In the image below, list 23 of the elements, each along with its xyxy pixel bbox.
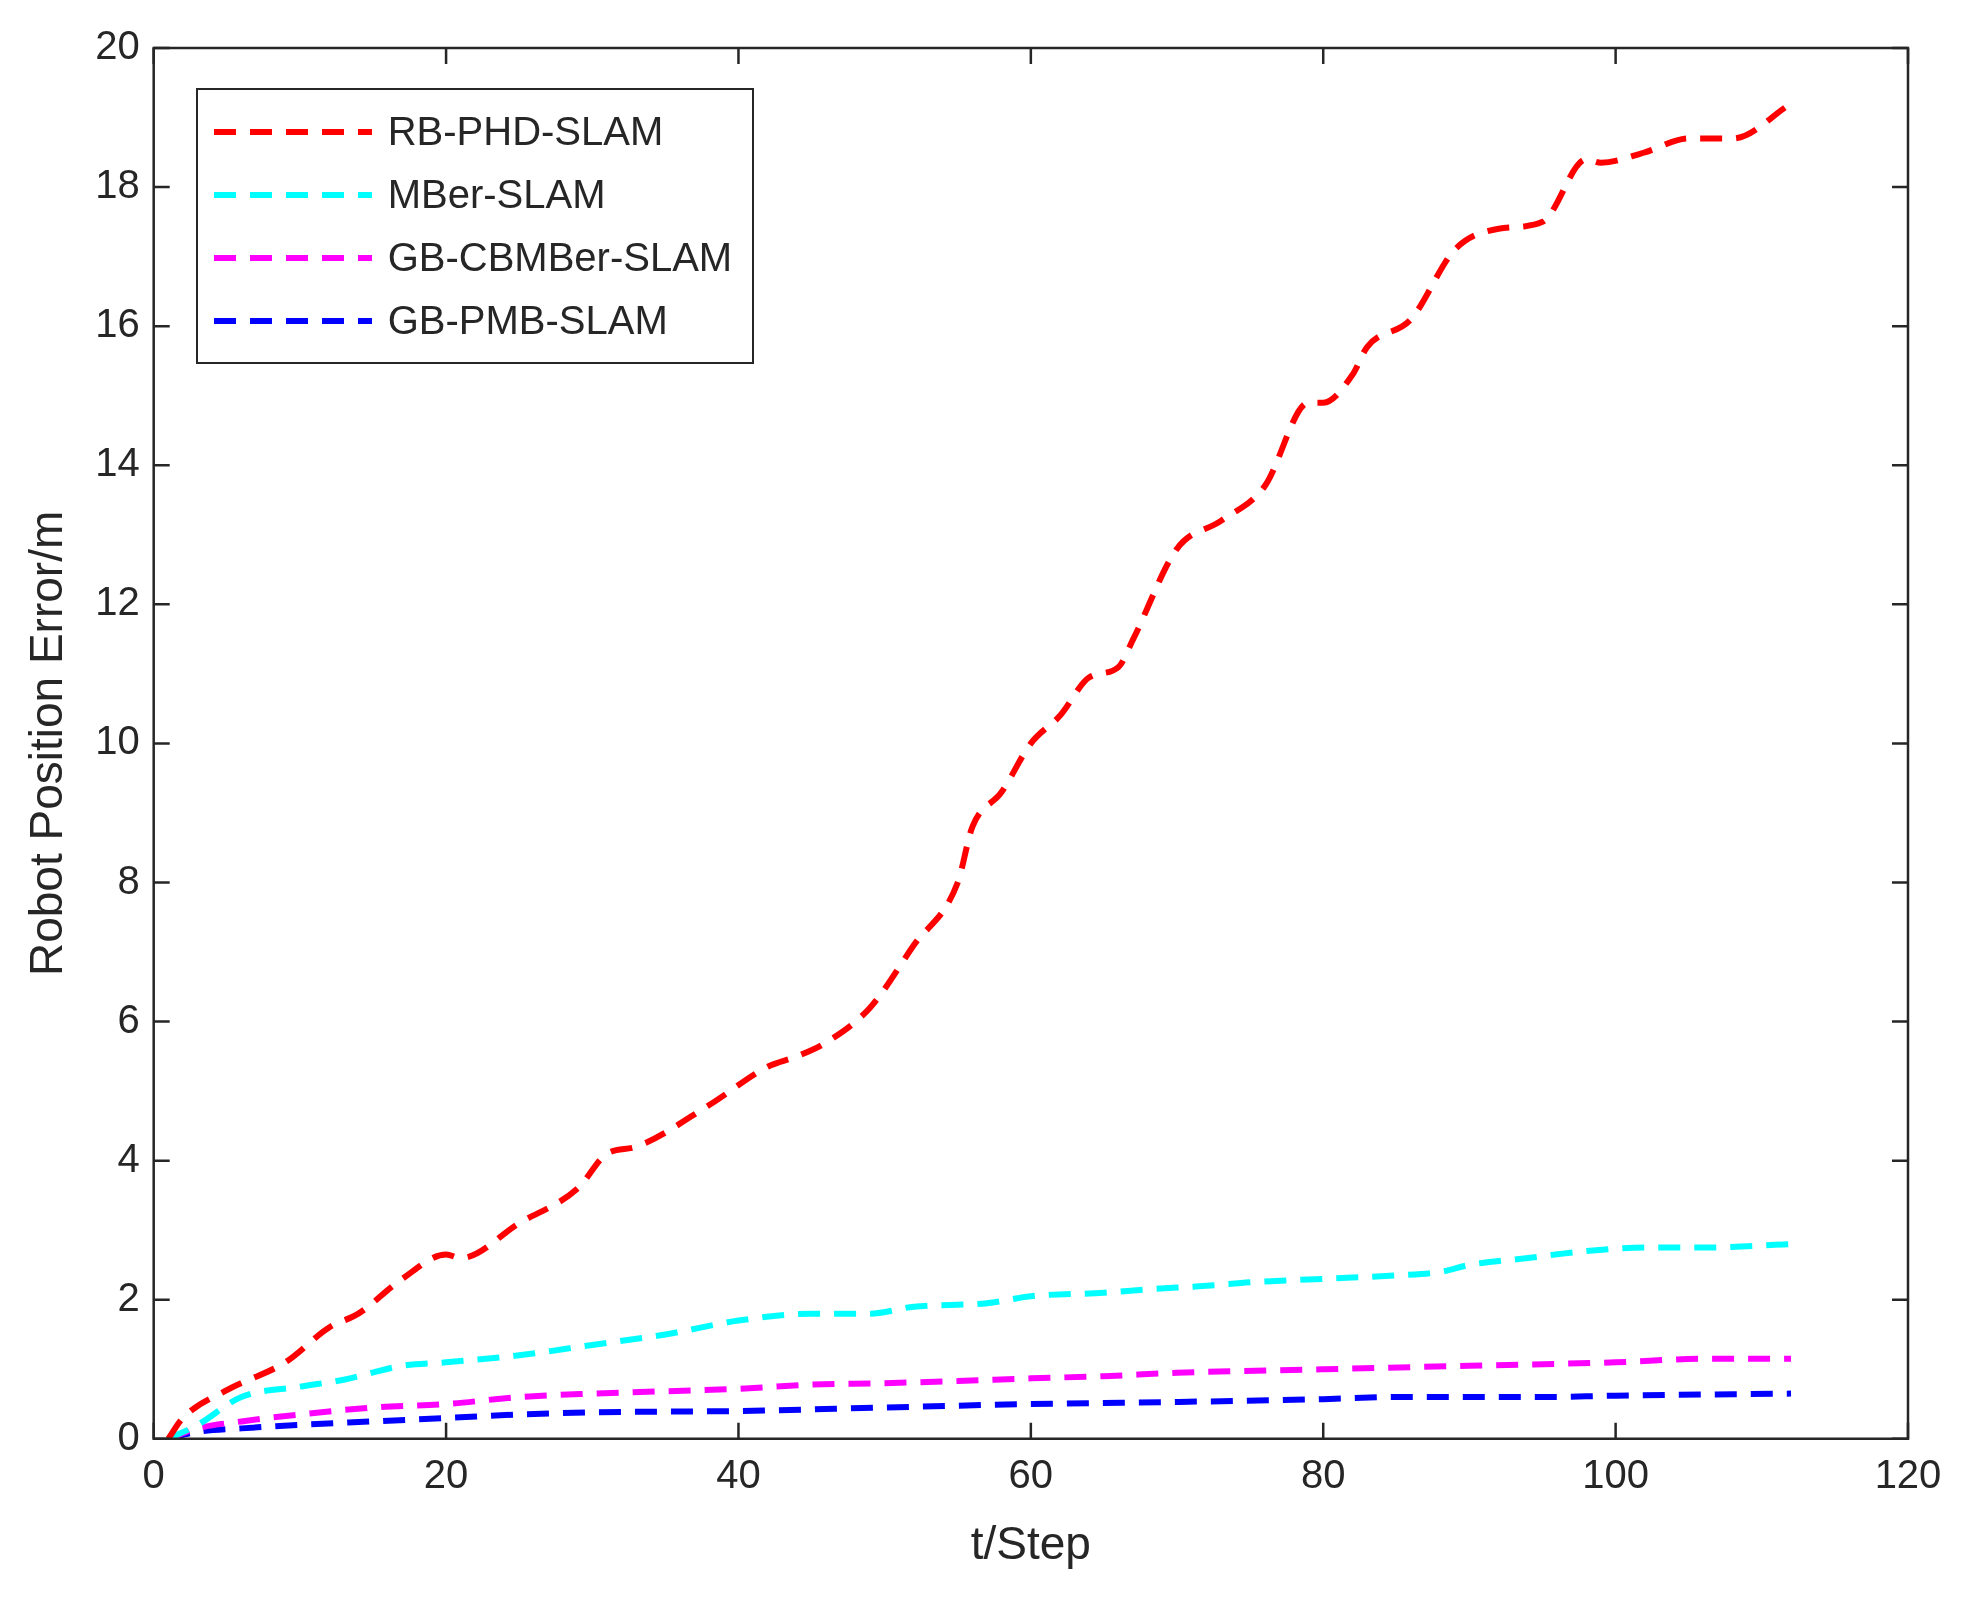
- legend-label: GB-PMB-SLAM: [387, 298, 668, 343]
- x-tick-label: 100: [1582, 1451, 1649, 1496]
- legend-label: MBer-SLAM: [387, 172, 606, 217]
- y-axis-title: Robot Position Error/m: [20, 510, 73, 977]
- y-tick-label: 2: [117, 1274, 140, 1319]
- y-tick-label: 16: [95, 301, 140, 346]
- x-tick-label: 120: [1874, 1451, 1942, 1496]
- x-tick-label: 60: [1008, 1451, 1054, 1496]
- x-tick-label: 20: [423, 1451, 469, 1496]
- legend-label: RB-PHD-SLAM: [387, 109, 664, 154]
- y-tick-label: 20: [95, 23, 140, 68]
- x-axis-title: t/Step: [970, 1517, 1091, 1570]
- y-tick-label: 6: [117, 996, 140, 1041]
- y-tick-label: 14: [95, 440, 140, 485]
- x-tick-label: 40: [716, 1451, 761, 1496]
- y-tick-label: 4: [117, 1135, 140, 1180]
- y-tick-label: 18: [95, 162, 140, 207]
- x-tick-label: 80: [1300, 1451, 1346, 1496]
- y-tick-label: 10: [95, 718, 140, 763]
- legend-label: GB-CBMBer-SLAM: [387, 235, 733, 280]
- y-tick-label: 0: [117, 1413, 140, 1458]
- y-tick-label: 12: [95, 579, 140, 624]
- y-tick-label: 8: [117, 857, 140, 902]
